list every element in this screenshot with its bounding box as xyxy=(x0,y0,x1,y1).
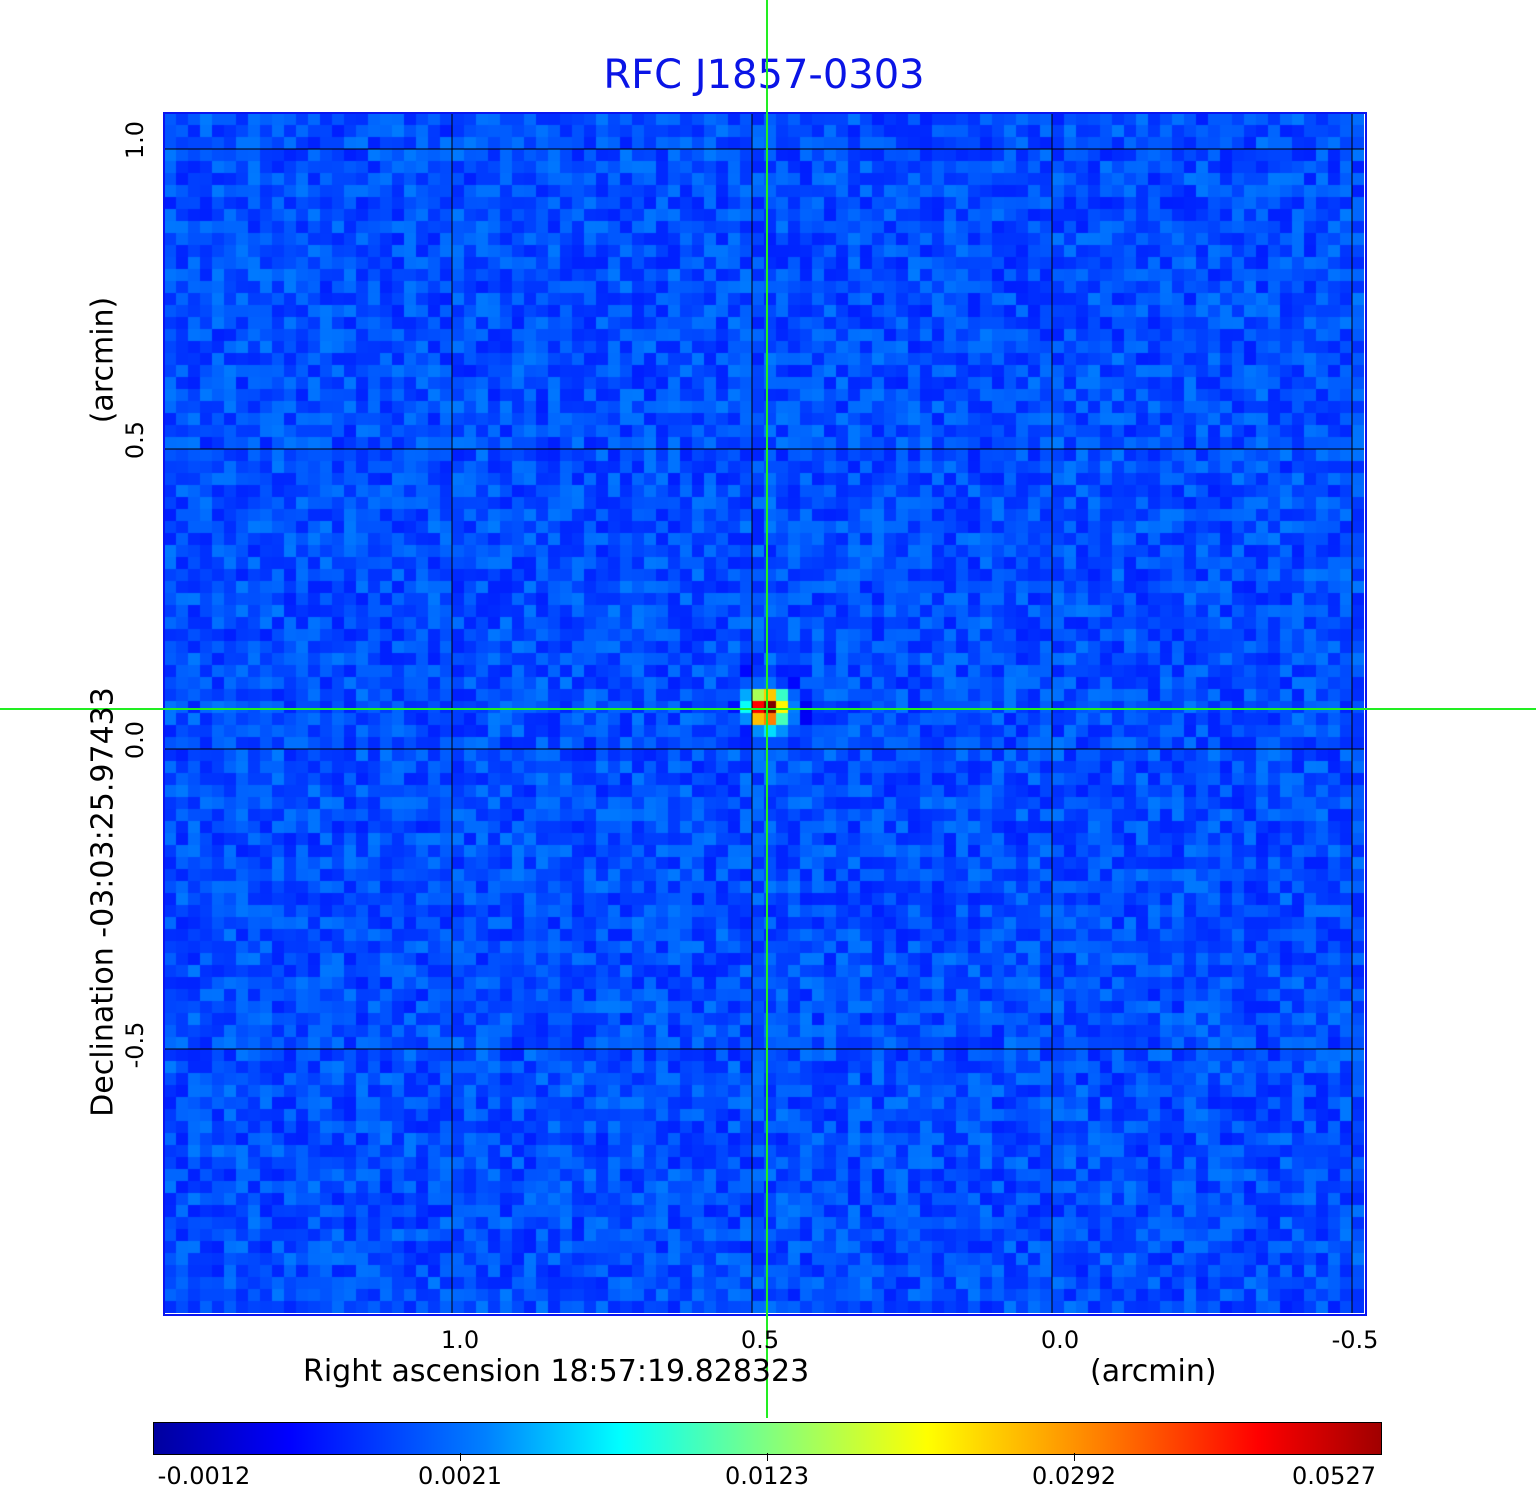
colorbar-tick-label: -0.0012 xyxy=(157,1462,251,1490)
x-tick-label: 0.5 xyxy=(740,1326,780,1354)
x-tick-label: 0.0 xyxy=(1040,1326,1080,1354)
x-axis-label: Right ascension 18:57:19.828323 xyxy=(303,1354,810,1389)
chart-title: RFC J1857-0303 xyxy=(603,52,925,98)
coordinate-grid xyxy=(164,113,1364,1313)
heatmap-image xyxy=(164,113,1364,1313)
x-axis-unit: (arcmin) xyxy=(1090,1354,1217,1389)
colorbar-tick xyxy=(1074,1453,1075,1461)
x-tick-label: -0.5 xyxy=(1331,1326,1379,1354)
crosshair-horizontal xyxy=(0,708,1536,710)
colorbar-tick-label: 0.0021 xyxy=(418,1462,502,1490)
colorbar-tick xyxy=(767,1453,768,1461)
y-axis-label: Declination -03:03:25.97433 xyxy=(85,687,121,1117)
colorbar-tick xyxy=(460,1453,461,1461)
y-axis-unit: (arcmin) xyxy=(85,296,121,424)
colorbar-tick-label: 0.0527 xyxy=(1292,1462,1376,1490)
colorbar xyxy=(153,1422,1382,1455)
y-tick-label: 0.5 xyxy=(121,420,149,460)
x-tick-label: 1.0 xyxy=(440,1326,480,1354)
colorbar-tick-label: 0.0123 xyxy=(725,1462,809,1490)
y-tick-label: -0.5 xyxy=(121,1021,149,1069)
colorbar-tick-label: 0.0292 xyxy=(1032,1462,1116,1490)
y-tick-label: 0.0 xyxy=(121,720,149,760)
y-tick-label: 1.0 xyxy=(121,120,149,160)
